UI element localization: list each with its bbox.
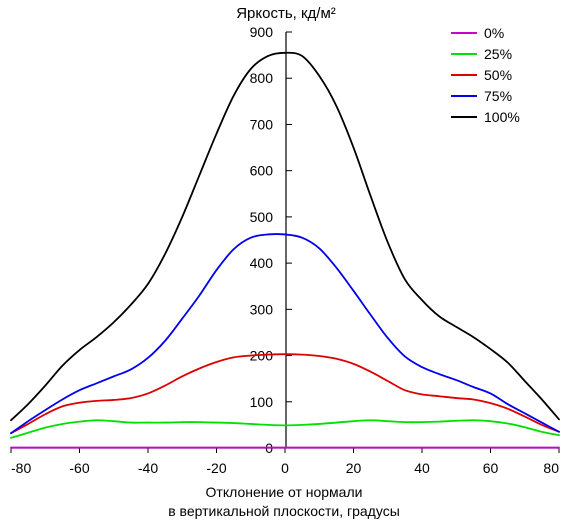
x-tick-label: 80	[543, 460, 559, 476]
series-line-25-percent	[10, 419, 560, 439]
series-line-75-percent	[10, 233, 560, 435]
x-tick-label: 40	[414, 460, 430, 476]
legend-label: 100%	[484, 109, 520, 125]
x-tick-label: -80	[11, 460, 31, 476]
y-tick-label: 100	[250, 394, 274, 410]
x-tick-label: -20	[206, 460, 226, 476]
legend-label: 25%	[484, 46, 512, 62]
y-tick-label: 900	[250, 24, 274, 40]
series-lines	[10, 51, 560, 449]
x-axis-label-line1: Отклонение от нормали	[206, 484, 363, 500]
y-tick-label: 800	[250, 70, 274, 86]
x-tick-label: -40	[138, 460, 158, 476]
series-line-100-percent	[10, 51, 560, 422]
x-tick-label: 20	[346, 460, 362, 476]
y-tick-label: 700	[250, 116, 274, 132]
y-tick-label: 400	[250, 255, 274, 271]
y-tick-label: 500	[250, 209, 274, 225]
x-tick-label: -60	[69, 460, 89, 476]
y-tick-label: 600	[250, 163, 274, 179]
y-tick-label: 300	[250, 301, 274, 317]
legend-label: 50%	[484, 67, 512, 83]
series-line-50-percent	[10, 353, 560, 435]
x-tick-label: 60	[483, 460, 499, 476]
x-axis-label-line2: в вертикальной плоскости, градусы	[168, 503, 400, 519]
legend: 0% 25% 50% 75% 100%	[451, 25, 520, 125]
x-axis-ticks: -80 -60 -40 -20 0 20 40 60 80	[10, 448, 560, 476]
x-tick-label: 0	[281, 460, 289, 476]
legend-label: 75%	[484, 88, 512, 104]
chart-title: Яркость, кд/м²	[236, 5, 336, 22]
legend-label: 0%	[484, 25, 504, 41]
